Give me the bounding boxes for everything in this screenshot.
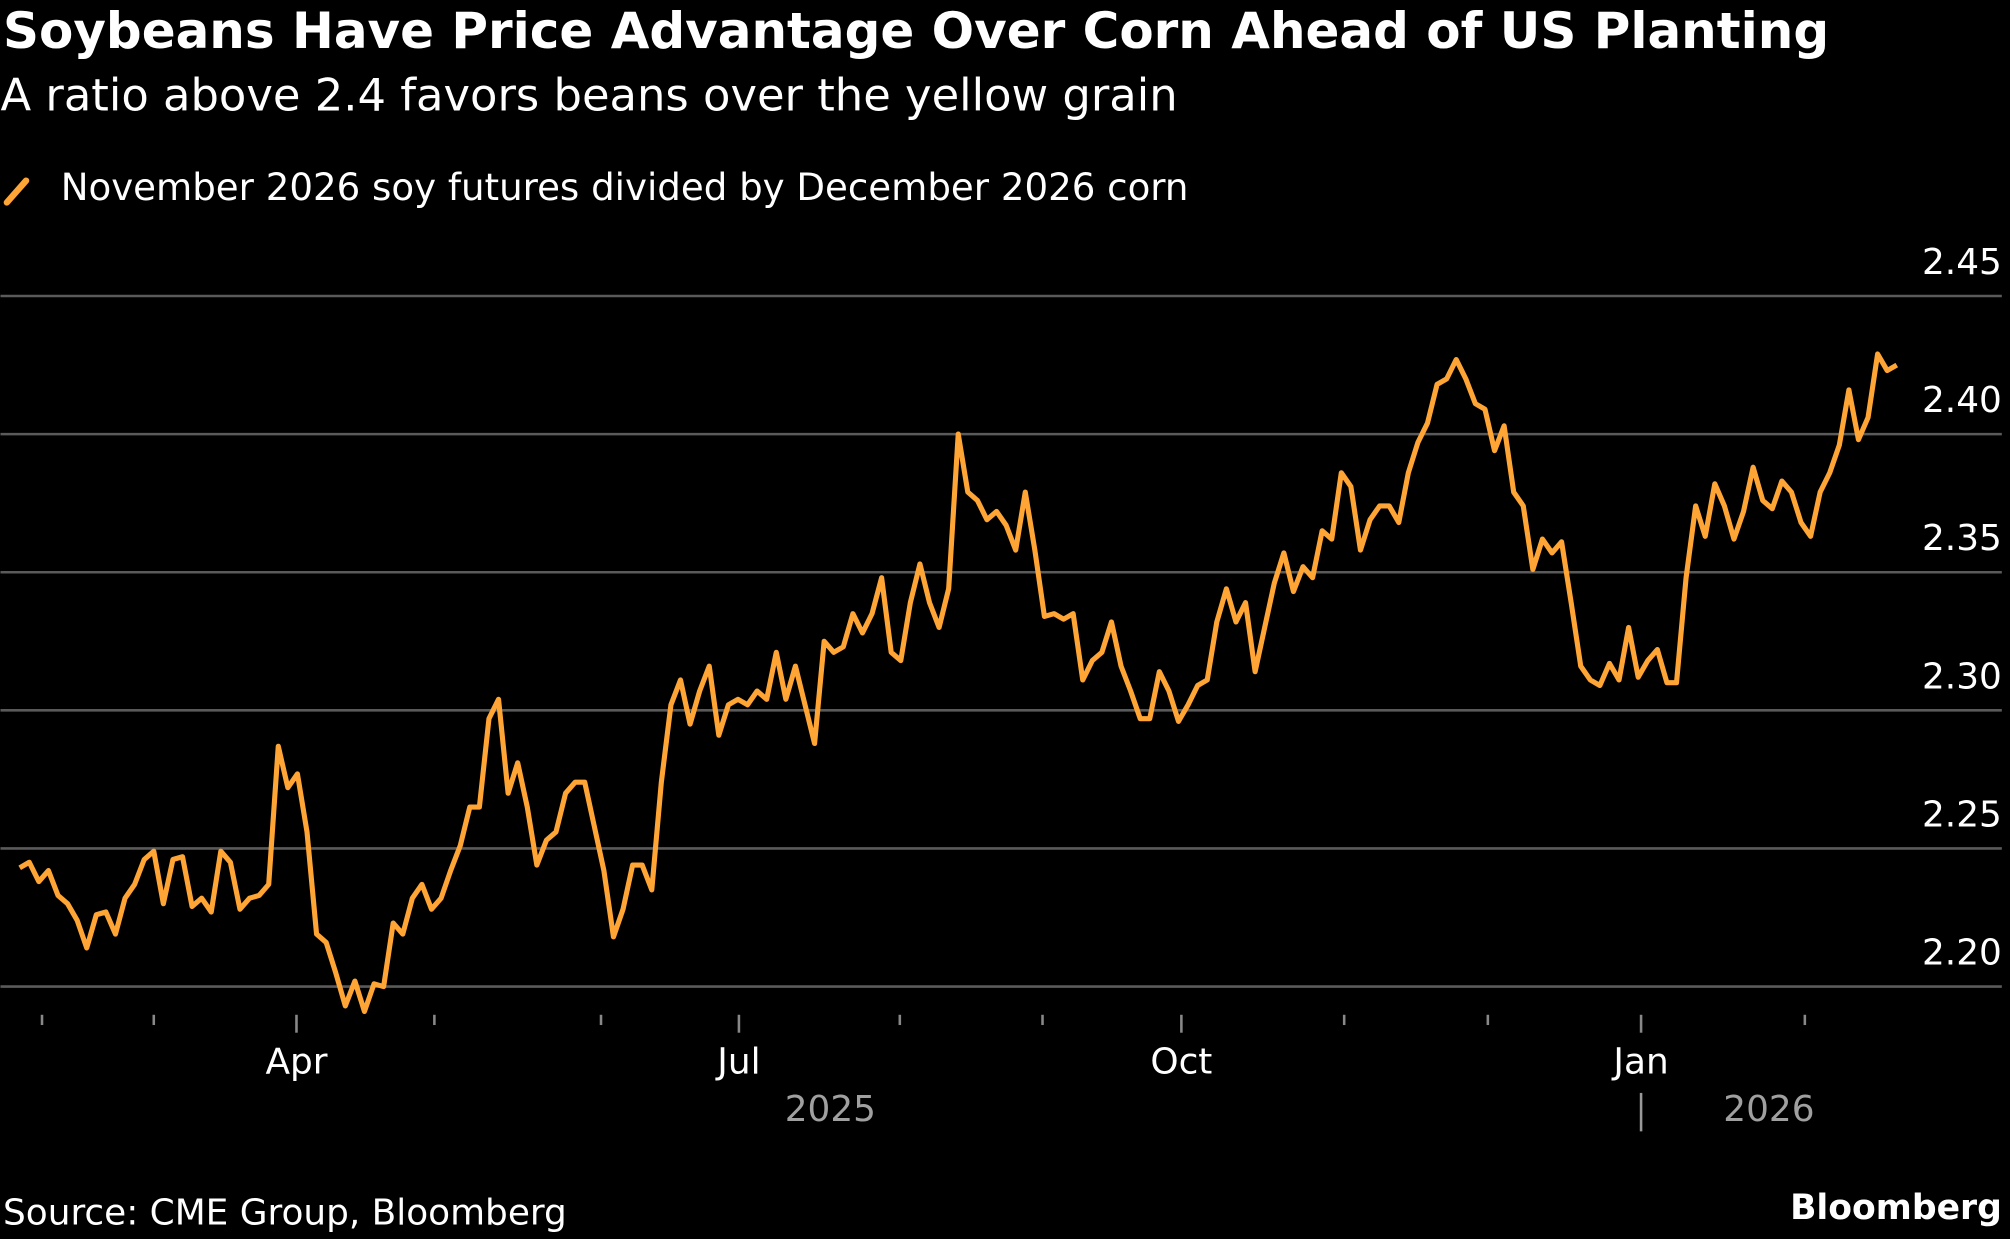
chart-subtitle: A ratio above 2.4 favors beans over the …: [0, 69, 1177, 122]
x-tick-label: Jan: [1611, 1041, 1668, 1082]
brand: Bloomberg: [1790, 1188, 2002, 1228]
year-label: 2025: [785, 1089, 876, 1130]
source: Source: CME Group, Bloomberg: [3, 1193, 567, 1234]
year-label: 2026: [1723, 1089, 1814, 1130]
x-tick-label: Oct: [1150, 1041, 1212, 1082]
series-line: [18, 351, 1899, 1015]
y-tick-label: 2.25: [1922, 794, 2002, 835]
y-tick-label: 2.20: [1922, 933, 2002, 974]
y-tick-label: 2.30: [1922, 656, 2002, 697]
x-tick-label: Jul: [715, 1041, 760, 1082]
y-tick-label: 2.45: [1922, 242, 2002, 283]
chart-title: Soybeans Have Price Advantage Over Corn …: [3, 2, 1829, 60]
legend-label: November 2026 soy futures divided by Dec…: [61, 166, 1189, 209]
legend-swatch: [3, 177, 30, 206]
y-tick-label: 2.35: [1922, 518, 2002, 559]
x-tick-label: Apr: [265, 1041, 327, 1082]
y-tick-label: 2.40: [1922, 380, 2002, 421]
